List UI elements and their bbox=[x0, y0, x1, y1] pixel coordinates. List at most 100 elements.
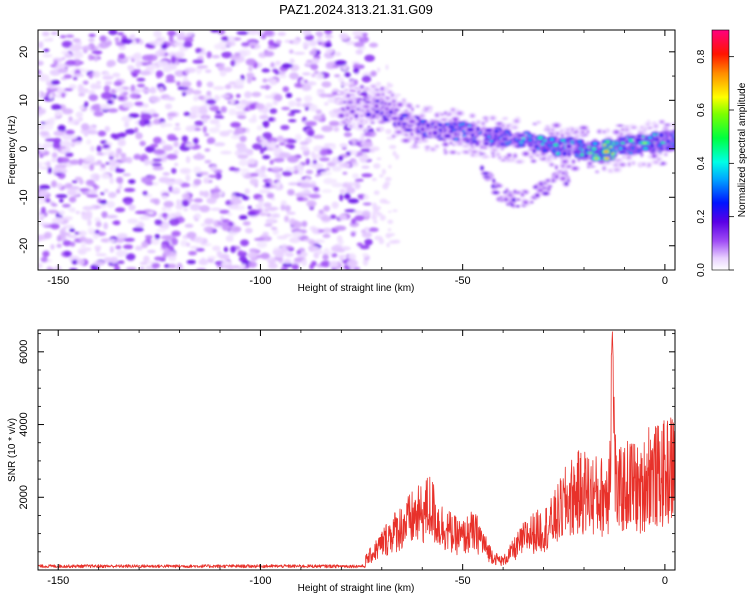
heatmap-cell bbox=[61, 40, 73, 48]
heatmap-cell bbox=[621, 152, 624, 154]
heatmap-cell bbox=[262, 155, 271, 160]
heatmap-cell bbox=[127, 65, 135, 72]
heatmap-cell bbox=[203, 176, 210, 184]
heatmap-cell bbox=[330, 110, 335, 118]
heatmap-cell bbox=[194, 127, 202, 131]
heatmap-cell bbox=[481, 146, 483, 148]
heatmap-cell bbox=[403, 115, 406, 117]
heatmap-cell bbox=[128, 113, 140, 118]
heatmap-cell bbox=[492, 155, 494, 157]
heatmap-cell bbox=[464, 145, 467, 147]
heatmap-cell bbox=[145, 67, 153, 72]
heatmap-cell bbox=[157, 60, 169, 68]
heatmap-cell bbox=[93, 260, 105, 266]
heatmap-cell bbox=[169, 35, 174, 43]
heatmap-cell bbox=[183, 111, 191, 117]
heatmap-cell bbox=[518, 161, 521, 163]
heatmap-cell bbox=[384, 201, 391, 204]
heatmap-cell bbox=[175, 123, 180, 127]
heatmap-cell bbox=[482, 122, 484, 125]
heatmap-cell bbox=[360, 148, 372, 153]
heatmap-cell bbox=[174, 211, 182, 218]
heatmap-cell bbox=[422, 124, 425, 126]
heatmap-cell bbox=[116, 233, 128, 239]
heatmap-cell bbox=[385, 233, 392, 239]
heatmap-cell bbox=[265, 102, 273, 108]
heatmap-cell bbox=[368, 126, 370, 128]
heatmap-cell bbox=[618, 125, 622, 126]
heatmap-cell bbox=[355, 178, 364, 182]
heatmap-cell bbox=[149, 86, 157, 94]
heatmap-cell bbox=[202, 190, 210, 198]
heatmap-cell bbox=[153, 198, 160, 205]
heatmap-cell bbox=[93, 111, 104, 117]
heatmap-cell bbox=[51, 180, 57, 188]
heatmap-cell bbox=[106, 214, 118, 219]
heatmap-cell bbox=[62, 216, 73, 221]
heatmap-cell bbox=[321, 125, 333, 132]
heatmap-cell bbox=[528, 135, 531, 137]
heatmap-cell bbox=[78, 158, 83, 166]
heatmap-cell bbox=[135, 60, 141, 68]
heatmap-cell bbox=[425, 108, 428, 109]
heatmap-cell bbox=[273, 94, 283, 102]
heatmap-cell bbox=[644, 147, 647, 150]
heatmap-cell bbox=[155, 228, 166, 232]
heatmap-cell bbox=[491, 117, 494, 119]
heatmap-cell bbox=[103, 222, 109, 230]
heatmap-cell bbox=[522, 137, 525, 140]
heatmap-cell bbox=[279, 152, 291, 159]
heatmap-cell bbox=[173, 149, 179, 156]
heatmap-cell bbox=[92, 232, 99, 240]
heatmap-cell bbox=[106, 99, 114, 105]
heatmap-cell bbox=[455, 138, 458, 140]
heatmap-cell bbox=[134, 210, 147, 215]
heatmap-cell bbox=[346, 187, 356, 194]
heatmap-cell bbox=[426, 148, 428, 150]
heatmap-cell bbox=[93, 55, 99, 62]
heatmap-cell bbox=[334, 60, 347, 66]
heatmap-cell bbox=[465, 151, 468, 153]
heatmap-cell bbox=[502, 125, 504, 126]
heatmap-cell bbox=[281, 63, 293, 69]
heatmap-cell bbox=[589, 162, 591, 165]
heatmap-cell bbox=[193, 178, 202, 186]
heatmap-cell bbox=[548, 158, 550, 160]
heatmap-cell bbox=[196, 65, 209, 69]
heatmap-cell bbox=[276, 235, 288, 240]
heatmap-cell bbox=[202, 117, 208, 124]
heatmap-cell bbox=[504, 118, 507, 119]
heatmap-cell bbox=[129, 93, 138, 99]
heatmap-cell bbox=[653, 155, 656, 157]
heatmap-cell bbox=[235, 78, 245, 86]
heatmap-cell bbox=[122, 173, 131, 177]
heatmap-cell bbox=[198, 258, 209, 266]
heatmap-cell bbox=[92, 70, 101, 78]
heatmap-cell bbox=[323, 177, 335, 185]
heatmap-cell bbox=[330, 214, 337, 220]
heatmap-cell bbox=[186, 231, 197, 239]
heatmap-cell bbox=[431, 148, 434, 150]
heatmap-cell bbox=[192, 89, 202, 95]
heatmap-cell bbox=[395, 154, 400, 160]
heatmap-cell bbox=[42, 54, 53, 58]
heatmap-cell bbox=[627, 134, 631, 136]
heatmap-cell bbox=[237, 250, 244, 254]
heatmap-cell bbox=[292, 170, 300, 174]
heatmap-cell bbox=[269, 141, 277, 149]
heatmap-cell bbox=[339, 193, 344, 202]
heatmap-cell bbox=[182, 76, 189, 82]
heatmap-cell bbox=[545, 128, 547, 131]
heatmap-cell bbox=[262, 231, 269, 237]
heatmap-cell bbox=[385, 128, 392, 135]
heatmap-cell bbox=[278, 251, 284, 258]
heatmap-cell bbox=[315, 173, 320, 177]
heatmap-cell bbox=[287, 182, 300, 186]
heatmap-cell bbox=[74, 50, 83, 58]
heatmap-cell bbox=[300, 79, 305, 85]
heatmap-cell bbox=[230, 59, 236, 67]
heatmap-cell bbox=[237, 154, 249, 160]
heatmap-cell bbox=[122, 250, 128, 256]
heatmap-cell bbox=[51, 158, 57, 163]
heatmap-cell bbox=[303, 238, 314, 242]
